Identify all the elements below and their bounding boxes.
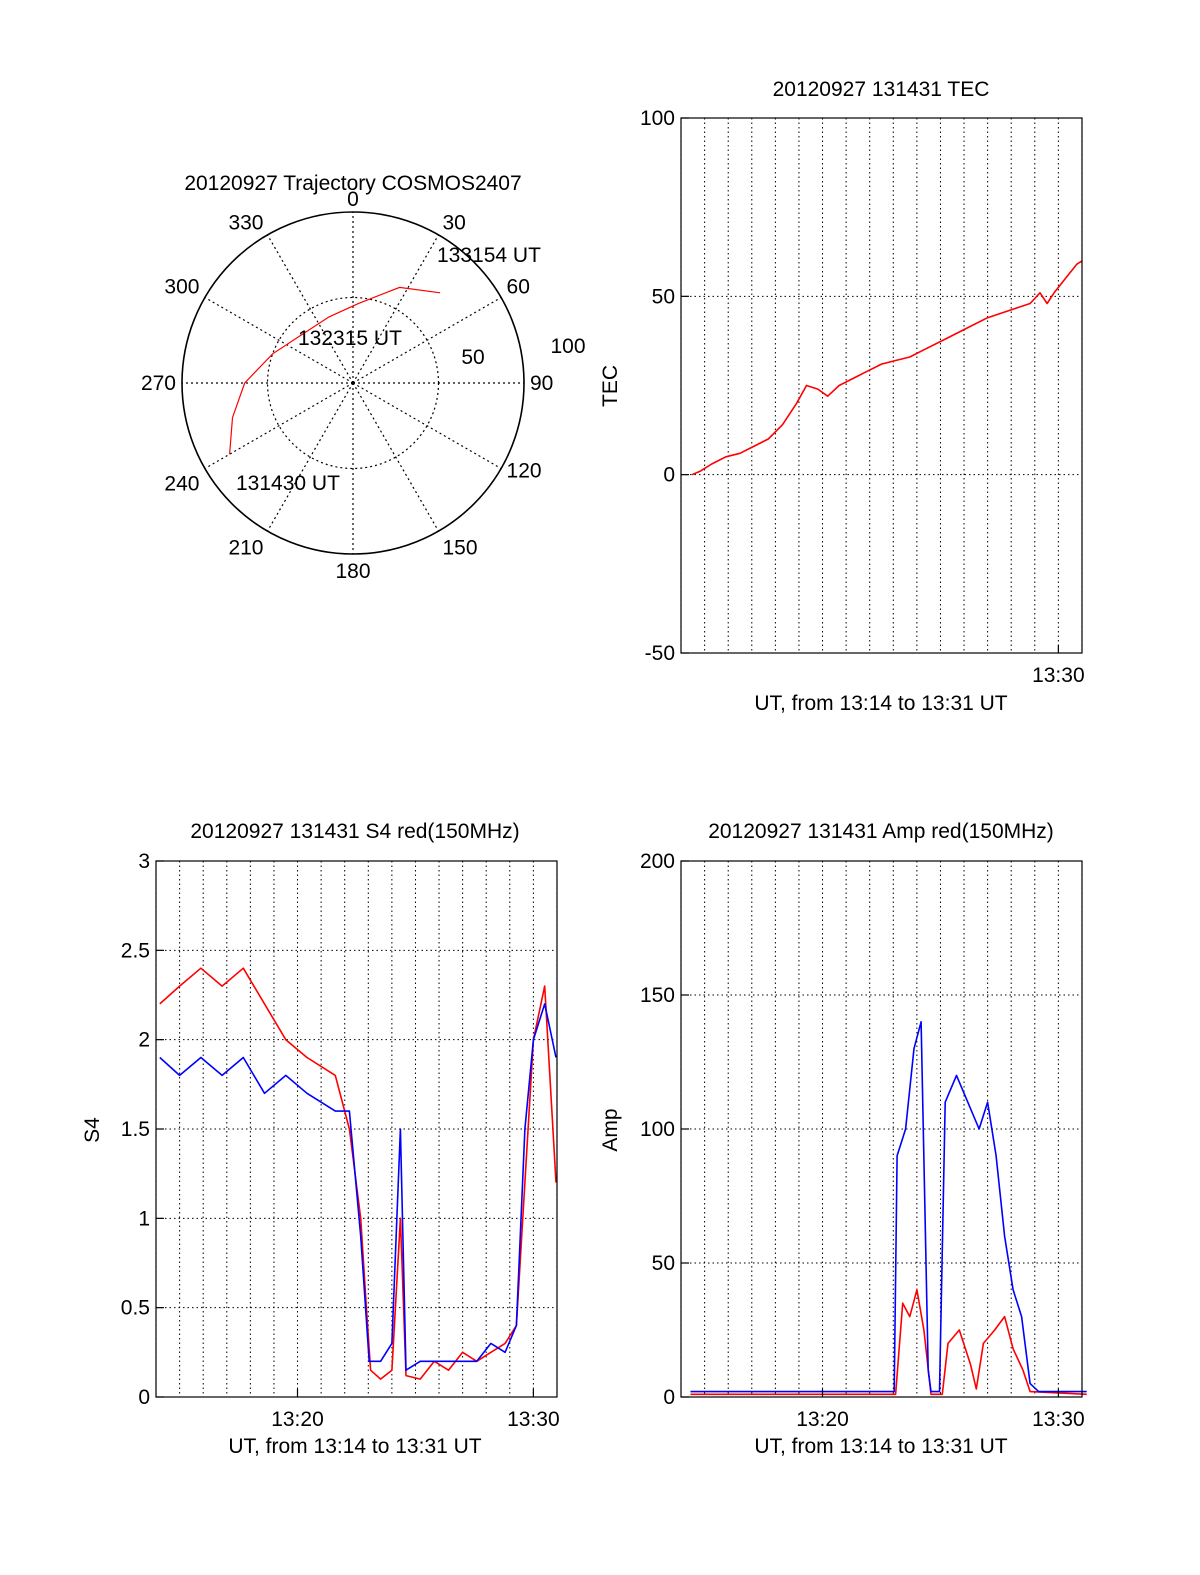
- trajectory-polar-panel: 20120927 Trajectory COSMOS2407 0 30 60 90 12…: [141, 172, 586, 583]
- amp-series: [690, 1021, 1087, 1396]
- polar-azimuth-label: 90: [530, 372, 553, 395]
- s4-panel: 20120927 131431 S4 red(150MHz) 0 0.5 1 1.5 2…: [81, 820, 560, 1458]
- s4-x-tick-label: 13:20: [271, 1408, 324, 1431]
- polar-azimuth-label: 120: [507, 460, 542, 483]
- tec-series-line-0: [691, 260, 1083, 476]
- polar-azimuth-label: 330: [228, 211, 263, 234]
- polar-azimuth-label: 60: [507, 276, 530, 299]
- amp-y-tick-label: 50: [652, 1252, 675, 1275]
- polar-azimuth-label: 180: [335, 560, 370, 583]
- trajectory-line: [229, 286, 441, 455]
- amp-series-line-1: [690, 1021, 1087, 1393]
- tec-y-tick-label: 0: [663, 464, 675, 487]
- amp-y-tick-label: 200: [640, 850, 675, 873]
- trajectory-start-label: 131430 UT: [236, 472, 340, 495]
- s4-series-line-0: [159, 967, 557, 1380]
- polar-spoke: [266, 382, 354, 532]
- s4-y-tick-label: 3: [138, 850, 150, 873]
- s4-y-ticks: 0 0.5 1 1.5 2 2.5 3: [121, 850, 164, 1409]
- trajectory-end-label: 133154 UT: [437, 244, 541, 267]
- s4-y-tick-label: 2: [138, 1029, 150, 1052]
- amp-y-tick-label: 100: [640, 1118, 675, 1141]
- s4-x-label: UT, from 13:14 to 13:31 UT: [228, 1435, 481, 1458]
- amp-y-ticks: 0 50 100 150 200: [640, 850, 689, 1409]
- polar-azimuth-label: 0: [347, 188, 359, 211]
- polar-title: 20120927 Trajectory COSMOS2407: [184, 172, 521, 195]
- amp-x-tick-label: 13:30: [1032, 1408, 1085, 1431]
- polar-azimuth-label: 30: [443, 211, 466, 234]
- polar-spoke: [204, 382, 354, 470]
- amp-x-ticks: 13:20 13:30: [796, 1389, 1085, 1431]
- amp-series-line-0: [690, 1289, 1087, 1396]
- polar-azimuth-label: 270: [141, 372, 176, 395]
- polar-azimuth-label: 210: [228, 537, 263, 560]
- polar-grid: [181, 211, 525, 555]
- amp-x-label: UT, from 13:14 to 13:31 UT: [754, 1435, 1007, 1458]
- polar-spoke: [204, 296, 354, 384]
- tec-y-tick-label: 50: [652, 285, 675, 308]
- amp-title: 20120927 131431 Amp red(150MHz): [708, 820, 1054, 843]
- s4-y-tick-label: 2.5: [121, 939, 150, 962]
- polar-spoke: [266, 234, 354, 384]
- s4-y-tick-label: 0: [138, 1386, 150, 1409]
- s4-series-line-1: [159, 1003, 557, 1371]
- tec-y-ticks: -50 0 50 100: [640, 107, 689, 665]
- tec-title: 20120927 131431 TEC: [773, 78, 990, 101]
- s4-y-tick-label: 1.5: [121, 1118, 150, 1141]
- tec-plot-frame: [680, 117, 1083, 654]
- polar-radial-label-50: 50: [461, 346, 484, 369]
- s4-x-ticks: 13:20 13:30: [271, 1389, 560, 1431]
- polar-azimuth-label: 150: [443, 537, 478, 560]
- s4-y-label: S4: [81, 1117, 104, 1143]
- polar-radial-label-100: 100: [550, 335, 585, 358]
- polar-spoke: [352, 234, 440, 384]
- tec-x-tick-label: 13:30: [1032, 664, 1085, 687]
- s4-y-tick-label: 0.5: [121, 1297, 150, 1320]
- s4-series: [159, 967, 557, 1380]
- polar-azimuth-label: 240: [164, 473, 199, 496]
- tec-series: [691, 260, 1083, 476]
- polar-spoke: [352, 382, 502, 470]
- s4-y-tick-label: 1: [138, 1207, 150, 1230]
- s4-title: 20120927 131431 S4 red(150MHz): [190, 820, 519, 843]
- amp-y-label: Amp: [599, 1108, 622, 1151]
- amp-y-tick-label: 0: [663, 1386, 675, 1409]
- tec-y-tick-label: -50: [645, 642, 675, 665]
- s4-x-tick-label: 13:30: [507, 1408, 560, 1431]
- amp-x-tick-label: 13:20: [796, 1408, 849, 1431]
- tec-panel: 20120927 131431 TEC -50 0 50 100 13:30 UT, …: [599, 78, 1085, 715]
- polar-azimuth-labels: 0 30 60 90 120 150 180 210 240 270 300 330: [141, 188, 553, 583]
- tec-x-ticks: 13:30: [1032, 645, 1085, 687]
- polar-spoke: [352, 296, 502, 384]
- trajectory-mid-label: 132315 UT: [298, 327, 402, 350]
- amp-y-tick-label: 150: [640, 984, 675, 1007]
- tec-y-tick-label: 100: [640, 107, 675, 130]
- polar-spoke: [352, 382, 440, 532]
- tec-y-label: TEC: [599, 365, 622, 407]
- tec-x-label: UT, from 13:14 to 13:31 UT: [754, 692, 1007, 715]
- amp-panel: 20120927 131431 Amp red(150MHz) 0 50 100 15…: [599, 820, 1087, 1458]
- polar-azimuth-label: 300: [164, 276, 199, 299]
